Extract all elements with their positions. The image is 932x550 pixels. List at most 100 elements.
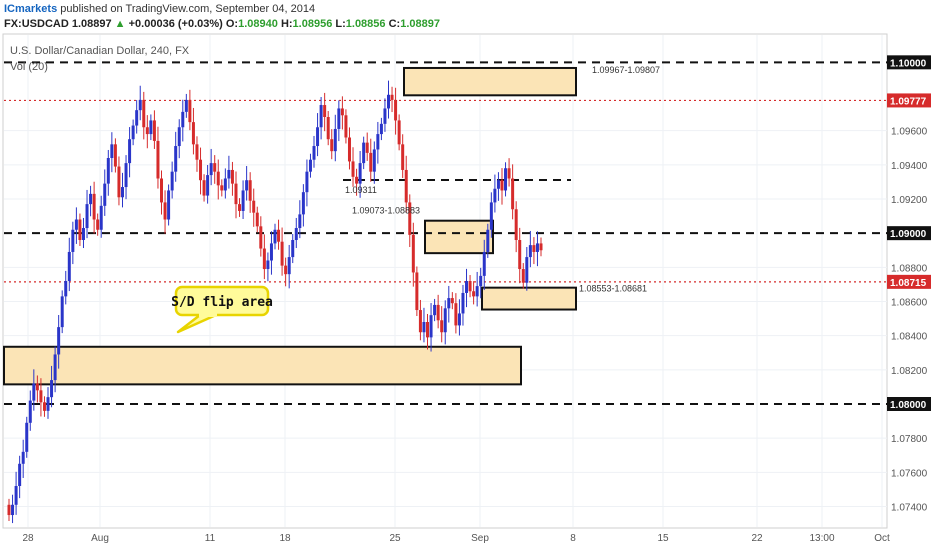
candle-body [298,214,302,229]
y-tick-label: 1.08200 [891,366,928,377]
candle-body [42,402,46,411]
candle-body [465,281,469,293]
up-arrow-icon: ▲ [114,18,126,30]
candles-layer [7,80,543,524]
candle-body [160,178,164,203]
publish-info: published on TradingView.com, September … [60,3,316,15]
candle-body [46,397,50,411]
candle-body [330,139,334,152]
candle-body [308,159,312,172]
candle-body [262,248,266,270]
zone-label: 1.09967-1.09807 [592,65,660,75]
supply-demand-zone [481,286,577,311]
candle-body [117,166,121,198]
close-label: C: [388,18,401,30]
candle-body [106,158,110,184]
candle-body [514,209,518,240]
candle-body [11,504,15,516]
candle-body [131,125,135,140]
candle-body [461,292,465,314]
candle-body [21,451,25,464]
candle-body [25,422,29,452]
candle-body [238,204,242,211]
annotations-layer: 1.09311 1.09967-1.09807 1.09073-1.08883 1.0… [171,65,660,334]
candle-body [312,146,316,160]
candle-body [404,169,408,203]
candle-body [167,190,171,220]
candle-body [220,185,224,191]
candle-body [422,322,426,333]
plot-frame [2,33,888,529]
y-tick-label: 1.07600 [891,468,928,479]
candle-body [273,229,277,244]
candle-body [120,187,124,198]
quote-line: FX:USDCAD 1.08897 ▲ +0.00036 (+0.03%) O:… [4,18,440,30]
supply-demand-zone [403,66,577,97]
candle-body [149,120,153,135]
candle-body [479,275,483,287]
candle-body [457,313,461,326]
chart-title: U.S. Dollar/Canadian Dollar, 240, FX [10,45,190,57]
open-value: 1.08940 [238,18,278,30]
candle-body [14,486,18,505]
candle-body [489,202,493,230]
candle-body [539,243,543,251]
candle-body [450,298,454,304]
candle-body [323,105,327,117]
short-level-label: 1.09311 [345,185,377,195]
price-tag [887,55,931,70]
candle-body [81,228,85,240]
candle-body [535,243,539,252]
candle-body [472,291,476,297]
candle-body [362,142,366,164]
candle-body [39,390,43,403]
x-tick-label: 13:00 [809,533,834,544]
brand-name[interactable]: ICmarkets [4,3,58,15]
candle-body [110,144,114,158]
candle-body [103,183,107,206]
candle-body [454,303,458,326]
candle-body [525,257,529,283]
candle-body [67,251,71,281]
candle-body [156,140,160,179]
candle-body [96,219,100,230]
candle-body [447,298,451,309]
price-tag-label: 1.08715 [890,278,927,289]
candle-body [291,240,295,258]
sd-flip-callout: S/D flip area [171,285,273,334]
x-tick-label: Sep [471,533,489,544]
candle-body [284,265,288,275]
y-tick-label: 1.09600 [891,127,928,138]
price-tag-label: 1.08000 [890,400,927,411]
candle-body [305,171,309,193]
candle-body [333,128,337,152]
y-axis: 1.07400 1.07600 1.07800 1.08200 1.08400 1.086… [887,55,931,514]
candle-body [128,139,132,164]
candle-body [85,204,89,229]
candle-body [138,99,142,111]
candle-body [71,229,75,252]
candle-body [376,134,380,150]
x-tick-label: 11 [205,533,216,544]
zone-label: 1.08553-1.08681 [579,284,647,294]
candle-body [259,226,263,249]
low-value: 1.08856 [345,18,386,30]
candle-body [426,322,430,338]
candle-body [379,123,383,135]
candle-body [170,171,174,191]
candle-body [53,354,57,381]
candle-body [163,202,167,220]
candle-body [135,110,139,126]
candle-body [234,183,238,205]
candle-body [269,243,273,261]
x-tick-label: Oct [874,533,890,544]
candle-body [475,286,479,297]
callout-pointer-cover [199,312,217,317]
candle-body [18,463,22,486]
callout-box [174,285,270,317]
candle-body [436,304,440,321]
candle-body [433,304,437,316]
y-tick-label: 1.07400 [891,503,928,514]
candle-body [241,190,245,211]
